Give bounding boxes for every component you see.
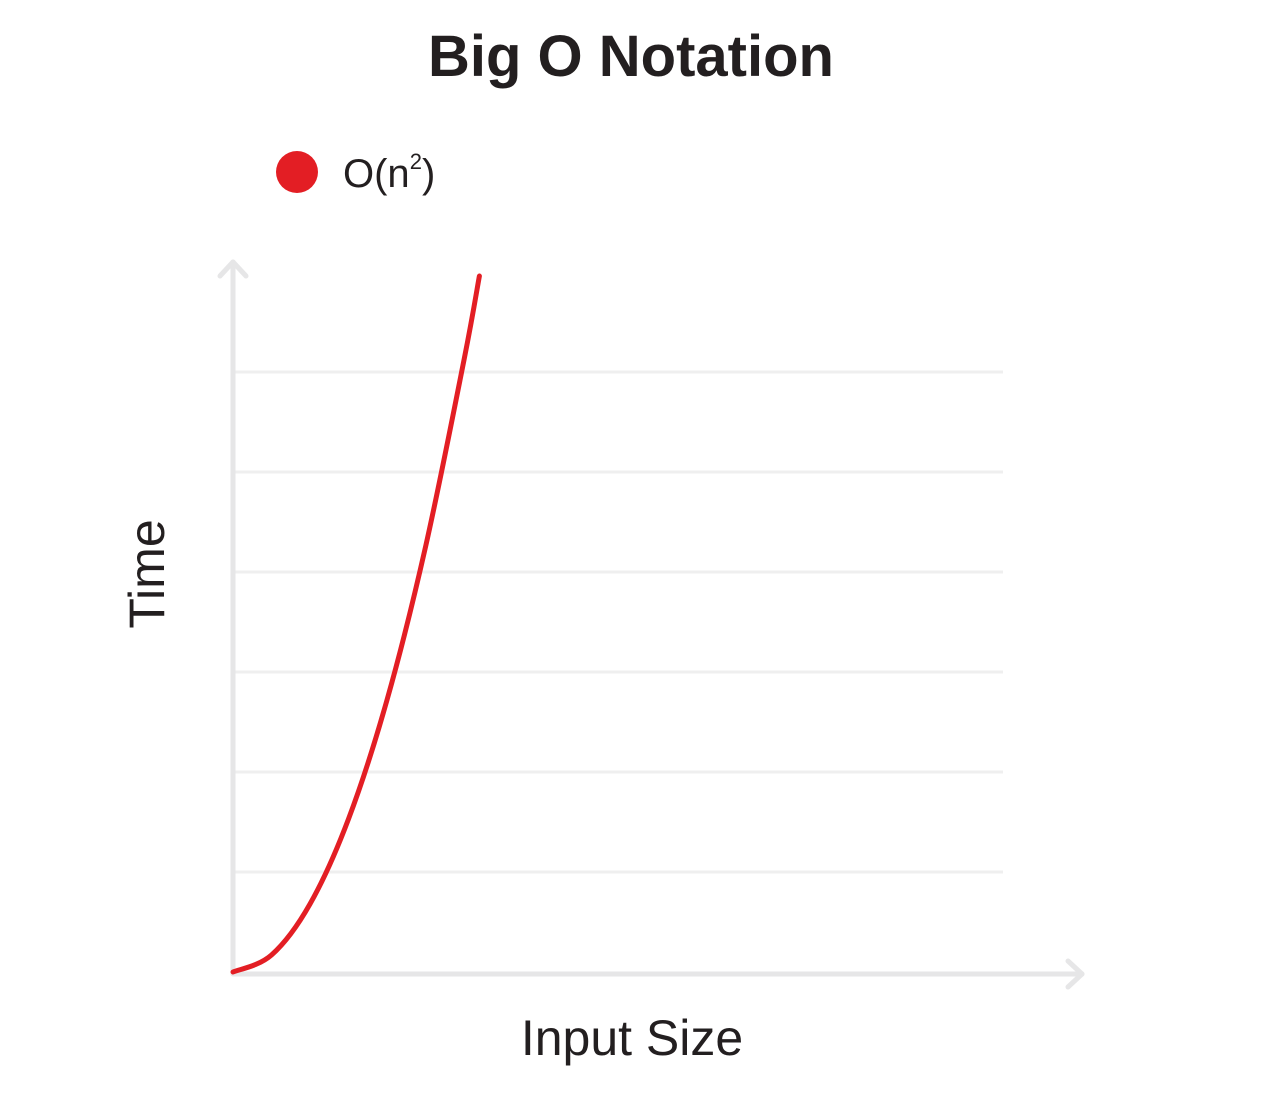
axes xyxy=(217,259,1085,990)
x-axis-arrow xyxy=(1065,958,1085,990)
legend-marker xyxy=(276,151,318,193)
legend-label: O(n2) xyxy=(343,149,435,196)
series-line-0 xyxy=(230,273,482,975)
y-axis-arrow xyxy=(217,259,249,279)
series-group xyxy=(230,273,482,975)
y-axis-label: Time xyxy=(119,519,175,628)
legend: O(n2) xyxy=(276,149,435,196)
x-axis-label: Input Size xyxy=(521,1010,743,1066)
grid xyxy=(233,370,1003,874)
chart-title: Big O Notation xyxy=(428,24,834,89)
